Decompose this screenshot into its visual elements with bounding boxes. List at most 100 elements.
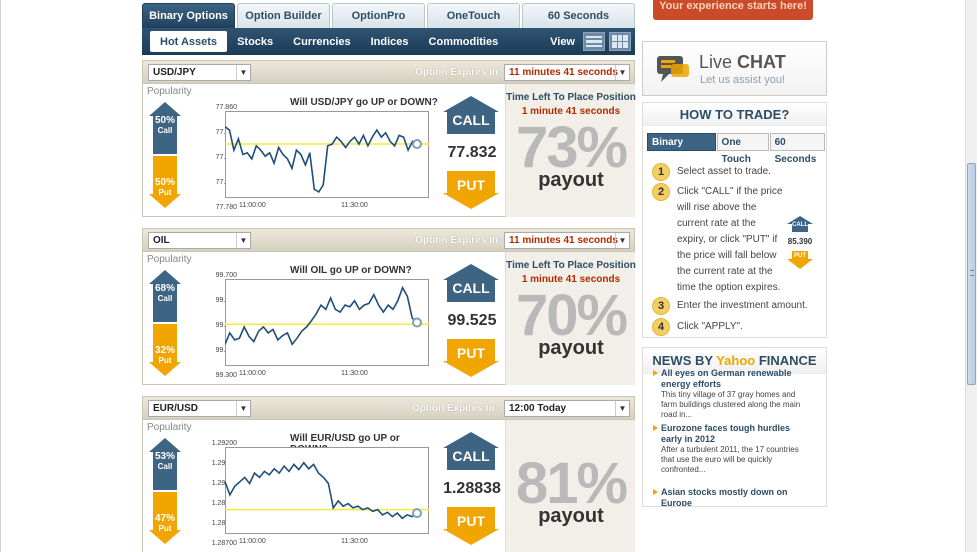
tab-optionpro[interactable]: OptionPro xyxy=(332,3,425,28)
step-text: Select asset to trade. xyxy=(677,166,771,177)
payout-box: 81% payout xyxy=(505,420,635,552)
bullet-arrow-icon xyxy=(653,370,658,376)
put-popularity-pct: 32% xyxy=(154,345,175,356)
nav-commodities[interactable]: Commodities xyxy=(428,35,499,48)
chart-frame xyxy=(225,447,429,534)
news-item[interactable]: All eyes on German renewable energy effo… xyxy=(653,368,811,420)
call-popularity-label: Call xyxy=(157,294,173,303)
news-headline[interactable]: Asian stocks mostly down on Europe xyxy=(661,487,788,507)
chart-plot xyxy=(225,111,429,198)
call-popularity-label: Call xyxy=(157,462,173,471)
current-price: 99.525 xyxy=(447,312,497,329)
howto-tab-one-touch[interactable]: One Touch xyxy=(716,133,769,165)
price-line xyxy=(225,126,418,193)
put-button-label[interactable]: PUT xyxy=(457,177,485,193)
step-text: Click "CALL" if the price xyxy=(677,186,783,197)
chart-plot xyxy=(225,447,429,534)
put-button[interactable] xyxy=(443,507,499,545)
asset-select[interactable]: EUR/USD ▼ xyxy=(148,399,251,417)
howto-title: HOW TO TRADE? xyxy=(643,103,826,126)
asset-symbol: OIL xyxy=(153,234,170,246)
nav-hot-assets[interactable]: Hot Assets xyxy=(150,31,228,52)
step-number: 4 xyxy=(652,318,670,336)
chevron-down-icon: ▼ xyxy=(615,64,629,80)
mini-put-label: PUT xyxy=(794,253,806,259)
tab-option-builder[interactable]: Option Builder xyxy=(237,3,330,28)
page-scrollbar[interactable] xyxy=(965,0,977,552)
put-popularity-pct: 50% xyxy=(154,177,175,188)
chevron-down-icon: ▼ xyxy=(236,64,250,80)
scrollbar-thumb[interactable] xyxy=(967,163,976,385)
call-button-label[interactable]: CALL xyxy=(452,112,490,128)
tab-onetouch[interactable]: OneTouch xyxy=(427,3,520,28)
chat-subtitle: Let us assist you! xyxy=(700,74,785,86)
call-button[interactable] xyxy=(443,432,499,470)
tab-binary-options[interactable]: Binary Options xyxy=(142,3,235,28)
x-tick-label: 11:30:00 xyxy=(341,202,368,209)
news-item[interactable]: Eurozone faces tough hurdles early in 20… xyxy=(653,423,811,475)
panel-header: EUR/USD ▼ Option Expires in: 12:00 Today ▼ xyxy=(143,397,634,420)
popularity-label: Popularity xyxy=(147,254,192,265)
step-text: the current rate at the xyxy=(677,266,773,277)
x-tick-label: 11:30:00 xyxy=(341,370,368,377)
asset-symbol: EUR/USD xyxy=(153,402,199,414)
y-tick-label: 99.300 xyxy=(215,372,237,379)
asset-category-nav: Hot Assets Stocks Currencies Indices Com… xyxy=(142,28,635,55)
list-view-icon[interactable] xyxy=(583,32,605,51)
chevron-down-icon: ▼ xyxy=(615,400,629,416)
popularity-label: Popularity xyxy=(147,86,192,97)
news-headline[interactable]: All eyes on German renewable energy effo… xyxy=(661,368,792,389)
put-button-label[interactable]: PUT xyxy=(457,345,485,361)
live-chat-box[interactable]: Live CHAT Let us assist you! xyxy=(642,41,827,96)
put-button[interactable] xyxy=(443,339,499,377)
product-tabs: Binary Options Option Builder OptionPro … xyxy=(142,3,635,28)
x-tick-label: 11:00:00 xyxy=(239,370,266,377)
expiry-value: 12:00 Today xyxy=(509,402,567,414)
news-item[interactable]: Asian stocks mostly down on Europe xyxy=(653,487,811,507)
call-popularity-pct: 53% xyxy=(154,451,175,462)
price-chart: Will EUR/USD go UP or DOWN? 1.292001.291… xyxy=(193,420,438,552)
step-text: expiry, or click "PUT" if xyxy=(677,234,778,245)
tab-60-seconds[interactable]: 60 Seconds xyxy=(522,3,635,28)
put-button[interactable] xyxy=(443,171,499,209)
grid-view-icon[interactable] xyxy=(609,32,631,51)
asset-panel: USD/JPY ▼ Option Expires in 11 minutes 41… xyxy=(142,60,636,217)
nav-currencies[interactable]: Currencies xyxy=(293,35,351,48)
call-button-label[interactable]: CALL xyxy=(452,448,490,464)
y-tick-label: 1.28900 xyxy=(211,500,237,507)
mini-call-label: CALL xyxy=(792,222,808,228)
panel-body: Popularity 53% Call 47% Put Will EUR/USD… xyxy=(143,420,635,552)
mini-put-arrow-icon xyxy=(787,251,813,269)
step-text: time the option expires. xyxy=(677,282,781,293)
asset-select[interactable]: USD/JPY ▼ xyxy=(148,63,251,81)
asset-select[interactable]: OIL ▼ xyxy=(148,231,251,249)
expiry-select[interactable]: 11 minutes 41 seconds ▼ xyxy=(504,231,630,249)
call-button[interactable] xyxy=(443,96,499,134)
news-title: NEWS BY Yahoo FINANCE xyxy=(643,348,826,374)
panel-body: Popularity 68% Call 32% Put Will OIL go … xyxy=(143,252,636,385)
step-text: Enter the investment amount. xyxy=(677,300,808,311)
current-price: 1.28838 xyxy=(443,480,501,497)
call-button[interactable] xyxy=(443,264,499,302)
put-button-label[interactable]: PUT xyxy=(457,513,485,529)
expiry-select[interactable]: 12:00 Today ▼ xyxy=(504,399,630,417)
howto-tab-60-seconds[interactable]: 60 Seconds xyxy=(769,133,825,165)
put-popularity-pct: 47% xyxy=(154,513,175,524)
asset-symbol: USD/JPY xyxy=(153,66,196,78)
nav-stocks[interactable]: Stocks xyxy=(237,35,274,48)
x-tick-label: 11:30:00 xyxy=(341,538,368,545)
time-left-value: 1 minute 41 seconds xyxy=(521,106,621,117)
news-headline[interactable]: Eurozone faces tough hurdles early in 20… xyxy=(661,423,791,444)
chat-bubble-icon xyxy=(657,56,689,82)
chart-question: Will OIL go UP or DOWN? xyxy=(290,265,412,276)
howto-tab-binary-options[interactable]: Binary Options xyxy=(647,133,716,165)
nav-indices[interactable]: Indices xyxy=(370,35,409,48)
y-tick-label: 77.860 xyxy=(215,104,237,111)
expiry-select[interactable]: 11 minutes 41 seconds ▼ xyxy=(504,63,630,81)
step-text: Click "APPLY". xyxy=(677,321,743,332)
promo-banner[interactable]: Your experience starts here! xyxy=(653,0,813,20)
news-desc: This tiny village of 37 gray homes and f… xyxy=(661,390,801,419)
call-button-label[interactable]: CALL xyxy=(452,280,490,296)
put-popularity-label: Put xyxy=(158,188,172,197)
call-popularity-arrow-icon xyxy=(149,270,181,322)
